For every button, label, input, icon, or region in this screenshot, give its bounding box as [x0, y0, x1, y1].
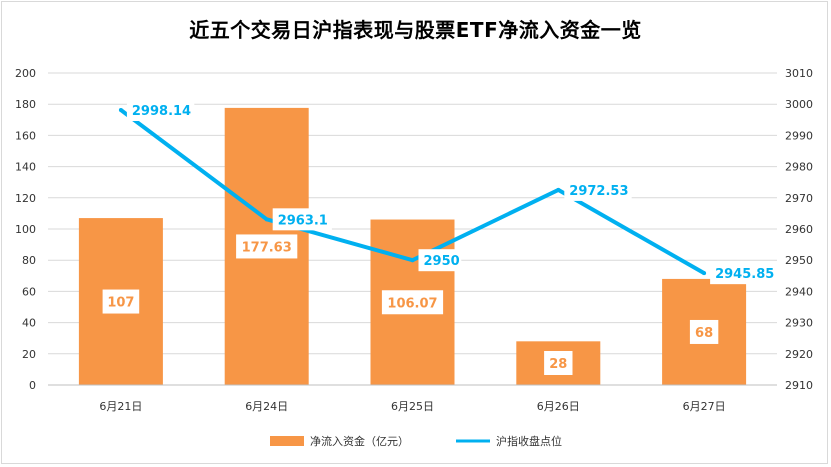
chart-title: 近五个交易日沪指表现与股票ETF净流入资金一览 — [189, 18, 642, 42]
legend: 净流入资金（亿元） 沪指收盘点位 — [270, 434, 562, 448]
left-tick-label: 200 — [15, 67, 36, 80]
bar-data-label: 68 — [695, 326, 713, 341]
x-tick-label: 6月26日 — [537, 400, 580, 413]
line-data-labels: 2998.14 2963.1 2950 2972.53 2945.85 — [126, 99, 778, 285]
left-axis: 0 20 40 60 80 100 120 140 160 180 200 — [15, 67, 36, 392]
line-point — [264, 217, 269, 222]
x-tick-label: 6月25日 — [391, 400, 434, 413]
bar-label-box — [102, 289, 140, 314]
right-tick-label: 2970 — [785, 192, 813, 205]
left-tick-label: 80 — [22, 254, 36, 267]
x-tick-label: 6月21日 — [99, 400, 142, 413]
line-label-box — [126, 99, 195, 122]
x-axis: 6月21日 6月24日 6月25日 6月26日 6月27日 — [48, 384, 777, 413]
bar-data-label: 177.63 — [242, 240, 292, 255]
line-point — [410, 258, 415, 263]
line-point — [702, 271, 707, 276]
right-tick-label: 2920 — [785, 348, 813, 361]
bar-label-box — [689, 319, 719, 344]
left-tick-label: 140 — [15, 161, 36, 174]
left-tick-label: 120 — [15, 192, 36, 205]
right-axis: 2910 2920 2930 2940 2950 2960 2970 2980 2990 3000… — [785, 67, 813, 392]
left-tick-label: 40 — [22, 317, 36, 330]
right-tick-label: 2990 — [785, 129, 813, 142]
bar-data-label: 106.07 — [387, 296, 437, 311]
line-label-box — [564, 178, 632, 201]
x-tick-label: 6月24日 — [245, 400, 288, 413]
legend-bar-swatch — [270, 436, 304, 446]
left-tick-label: 180 — [15, 98, 36, 111]
legend-line-label: 沪指收盘点位 — [496, 434, 562, 448]
right-tick-label: 2980 — [785, 161, 813, 174]
bar-data-label: 107 — [107, 296, 134, 311]
left-tick-label: 0 — [29, 379, 36, 392]
bar-data-label: 28 — [549, 357, 567, 372]
right-tick-label: 2910 — [785, 379, 813, 392]
x-tick-label: 6月27日 — [683, 400, 726, 413]
right-tick-label: 3000 — [785, 98, 813, 111]
bar-label-box — [381, 290, 444, 315]
left-tick-label: 20 — [22, 348, 36, 361]
line-label-box — [272, 208, 332, 231]
left-tick-label: 160 — [15, 129, 36, 142]
line-data-label: 2998.14 — [132, 104, 191, 119]
bar-data-labels: 107 177.63 106.07 28 68 — [102, 234, 719, 375]
legend-bar-label: 净流入资金（亿元） — [310, 434, 409, 448]
line-data-label: 2950 — [424, 254, 460, 269]
right-tick-label: 2950 — [785, 254, 813, 267]
line-data-label: 2963.1 — [278, 213, 328, 228]
left-tick-label: 60 — [22, 285, 36, 298]
bar-label-box — [544, 351, 573, 375]
right-tick-label: 2930 — [785, 317, 813, 330]
line-series — [118, 108, 707, 276]
line-point — [118, 108, 123, 113]
line-label-box — [418, 249, 462, 272]
right-tick-label: 3010 — [785, 67, 813, 80]
right-tick-label: 2940 — [785, 285, 813, 298]
bar-label-box — [236, 234, 298, 259]
right-tick-label: 2960 — [785, 223, 813, 236]
line-data-label: 2972.53 — [569, 184, 628, 199]
line-data-label: 2945.85 — [715, 267, 774, 282]
line-point — [556, 187, 561, 192]
line-label-box — [710, 262, 778, 285]
left-tick-label: 100 — [15, 223, 36, 236]
bar-series — [78, 107, 747, 385]
